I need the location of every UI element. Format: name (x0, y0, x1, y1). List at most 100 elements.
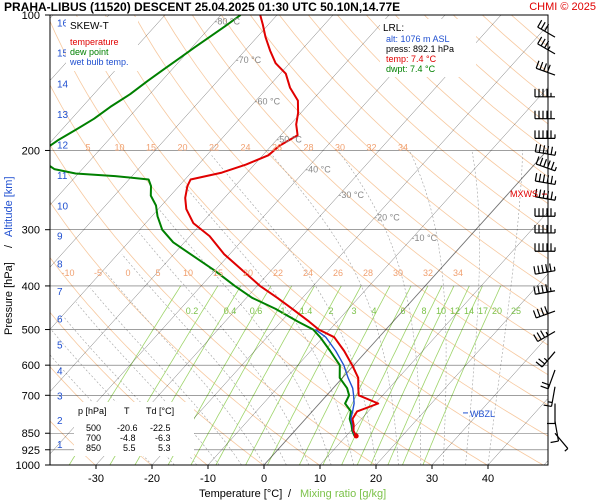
barb-feather (536, 332, 542, 340)
table-header-td: Td [°C] (146, 406, 174, 416)
barb-feather (543, 63, 548, 72)
table-row-500-t: -20.6 (117, 423, 138, 433)
theta-label-lower: 32 (423, 268, 433, 278)
pressure-tick-label: 700 (22, 390, 40, 402)
barb-feather (546, 160, 551, 169)
dry-adiabat (133, 15, 548, 406)
isotherm-label: -20 °C (374, 212, 400, 222)
pressure-tick-label: 300 (22, 225, 40, 237)
barb-feather (533, 286, 536, 295)
barb-half-feather (554, 151, 557, 156)
isotherm (431, 335, 548, 465)
theta-label-lower: 20 (243, 268, 253, 278)
theta-label-upper: 5 (85, 142, 90, 152)
barb-staff (537, 43, 556, 55)
legend-box: SKEW-T temperature dew point wet bulb te… (66, 17, 138, 71)
barb-feather (544, 40, 550, 49)
wind-barb (535, 60, 556, 76)
barb-feather (535, 60, 540, 69)
pressure-tick-label: 925 (22, 445, 40, 457)
temperature-tick-label: 30 (426, 473, 438, 485)
table-row-700-td: -6.3 (155, 433, 171, 443)
table-header-t: T (124, 406, 130, 416)
theta-label-lower: 26 (333, 268, 343, 278)
barb-feather (546, 190, 550, 199)
theta-label-lower: 30 (393, 268, 403, 278)
barb-feather (537, 36, 543, 45)
table-row-850-t: 5.5 (123, 443, 136, 453)
mixing-ratio-label: 12 (450, 306, 460, 316)
barb-staff (535, 290, 556, 295)
pressure-tick-label: 1000 (16, 460, 40, 472)
barb-feather (538, 189, 542, 198)
altitude-tick-label: 14 (57, 80, 69, 91)
altitude-tick-label: 11 (57, 171, 68, 182)
pressure-tick-label: 100 (22, 10, 40, 22)
barb-feather (540, 330, 546, 338)
table-row-700-t: -4.8 (120, 433, 136, 443)
barb-half-feather (554, 166, 557, 172)
altitude-tick-label: 6 (57, 314, 63, 325)
wind-barb (537, 36, 556, 55)
altitude-tick-label: 7 (57, 287, 63, 298)
moist-adiabat (75, 302, 220, 465)
isotherm (50, 15, 446, 455)
theta-label-upper: 20 (177, 142, 187, 152)
isotherm (151, 24, 548, 465)
dewpoint-curve (50, 15, 356, 437)
barb-feather (546, 145, 550, 155)
altitude-tick-label: 2 (57, 416, 63, 427)
theta-label-upper: 26 (272, 142, 282, 152)
moist-adiabat (139, 232, 310, 465)
barb-feather (550, 440, 559, 444)
theta-label-lower: 10 (183, 268, 193, 278)
theta-label-lower: -10 (61, 268, 74, 278)
wind-barb (534, 143, 557, 156)
theta-label-upper: 30 (335, 142, 345, 152)
mixing-ratio-label: 1.4 (300, 306, 313, 316)
barb-staff (537, 26, 556, 38)
barb-staff (554, 421, 560, 442)
wind-barb (534, 208, 556, 217)
theta-label-upper: 28 (303, 142, 313, 152)
lrl-dwpt: dwpt: 7.4 °C (386, 64, 436, 74)
altitude-tick-label: 15 (57, 48, 69, 59)
barb-feather (534, 173, 538, 182)
theta-label-lower: -5 (94, 268, 102, 278)
dry-adiabat (162, 15, 548, 376)
isotherm-label: -30 °C (338, 190, 364, 200)
plot-frame (49, 14, 549, 466)
barb-feather (538, 358, 546, 365)
y-axis-altitude-label: Altitude [km] (3, 176, 15, 237)
axes: 1002003004005006007008509251000123456789… (16, 10, 495, 485)
y-axis-separator: / (3, 244, 15, 248)
theta-label-upper: 24 (240, 142, 250, 152)
wind-barb (535, 351, 556, 368)
table-header-p: p [hPa] (78, 406, 107, 416)
table-row-850-td: 5.3 (158, 443, 171, 453)
barb-feather (541, 264, 544, 273)
mixing-ratio-label: 0.4 (224, 306, 237, 316)
isotherm (207, 86, 548, 465)
barb-feather (543, 404, 552, 408)
barb-feather (550, 161, 555, 170)
mixing-ratio-label: 3 (351, 306, 356, 316)
table-row-850-p: 850 (86, 443, 101, 453)
temperature-tick-label: -30 (88, 473, 104, 485)
altitude-tick-label: 1 (57, 440, 63, 451)
theta-label-lower: 24 (303, 268, 313, 278)
pressure-tick-label: 200 (22, 145, 40, 157)
barb-feather (538, 144, 542, 153)
dry-adiabat (220, 15, 548, 317)
barb-feather (540, 38, 546, 47)
y-axis-title: Pressure [hPa] / Altitude [km] (3, 176, 15, 335)
barb-feather (549, 263, 552, 272)
wind-barb (534, 130, 556, 139)
barb-feather (538, 173, 542, 182)
theta-label-lower: 15 (213, 268, 223, 278)
barb-staff (547, 369, 556, 389)
isotherm (319, 211, 548, 465)
isotherm (50, 15, 278, 268)
dry-adiabat (278, 15, 548, 260)
altitude-tick-label: 9 (57, 231, 63, 242)
